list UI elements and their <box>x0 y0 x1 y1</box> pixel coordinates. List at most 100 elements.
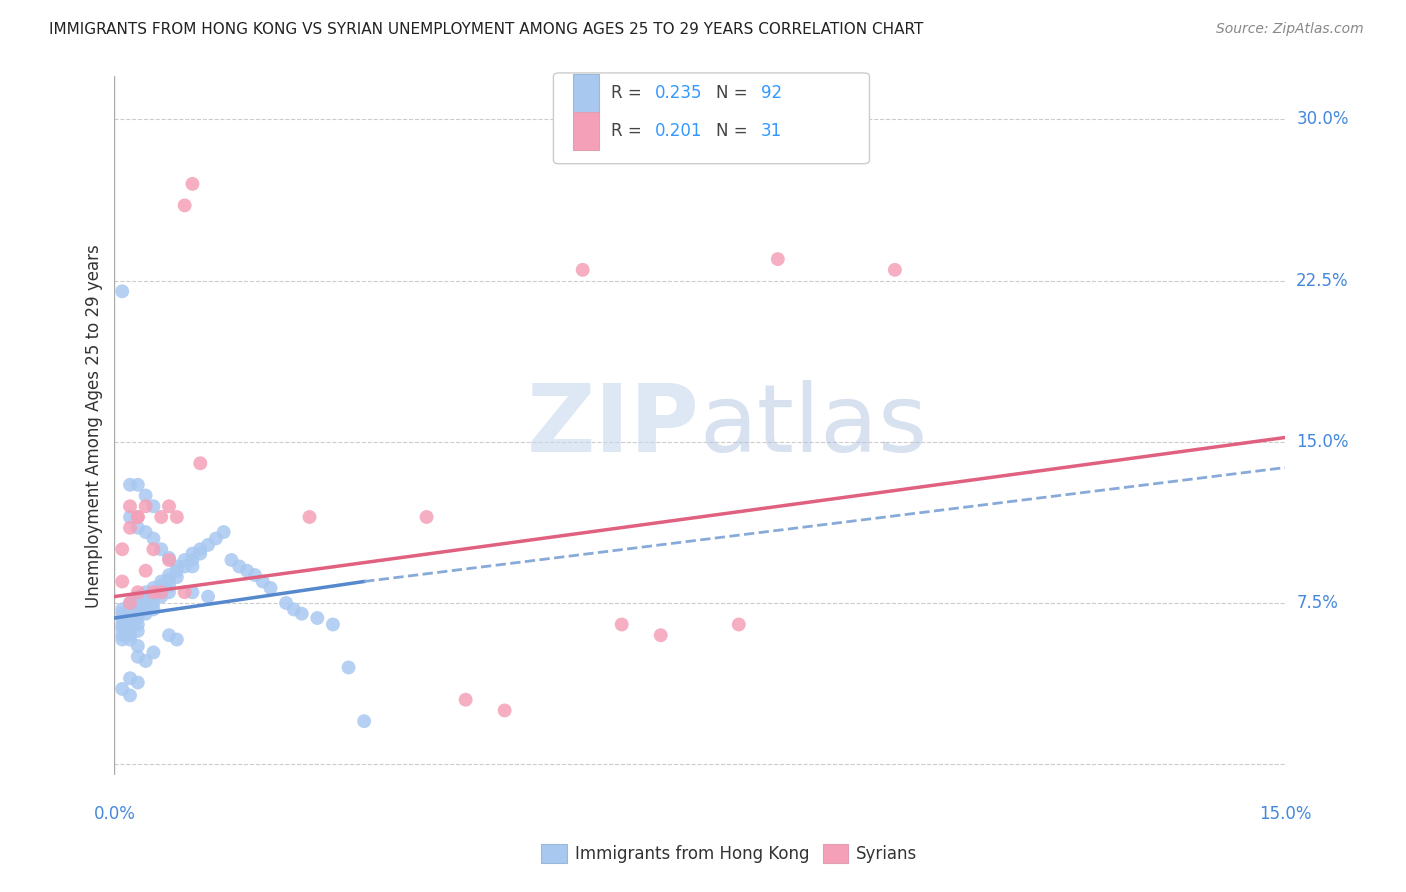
FancyBboxPatch shape <box>574 112 599 150</box>
Point <box>127 611 149 625</box>
Point <box>494 703 516 717</box>
Text: 15.0%: 15.0% <box>1296 433 1348 450</box>
Text: 30.0%: 30.0% <box>1296 111 1348 128</box>
Point <box>118 596 141 610</box>
Point <box>181 547 204 561</box>
Text: ZIP: ZIP <box>527 380 700 472</box>
Point <box>127 607 149 621</box>
Point <box>283 602 305 616</box>
Point <box>571 263 593 277</box>
Point <box>111 607 134 621</box>
Point <box>118 611 141 625</box>
Point <box>118 600 141 615</box>
Point <box>127 590 149 604</box>
Point <box>127 624 149 638</box>
Point <box>127 477 149 491</box>
Point <box>142 590 165 604</box>
Point <box>157 568 180 582</box>
Point <box>135 594 157 608</box>
FancyBboxPatch shape <box>574 74 599 112</box>
Point <box>127 585 149 599</box>
Text: N =: N = <box>716 84 754 103</box>
Point <box>454 692 477 706</box>
Point <box>157 550 180 565</box>
Text: 92: 92 <box>761 84 782 103</box>
Point <box>166 564 188 578</box>
Point <box>307 611 329 625</box>
Point <box>157 572 180 586</box>
Point <box>118 607 141 621</box>
Point <box>415 510 437 524</box>
Point <box>252 574 274 589</box>
Point <box>135 489 157 503</box>
Point <box>291 607 314 621</box>
Point <box>135 524 157 539</box>
Point <box>173 559 195 574</box>
Point <box>127 598 149 612</box>
Point <box>111 622 134 636</box>
Point <box>181 177 204 191</box>
Point <box>142 596 165 610</box>
Point <box>166 510 188 524</box>
Point <box>150 590 173 604</box>
Point <box>150 579 173 593</box>
Point <box>118 500 141 514</box>
Point <box>142 532 165 546</box>
Point <box>118 632 141 647</box>
Point <box>157 553 180 567</box>
Text: N =: N = <box>716 122 754 140</box>
Point <box>166 632 188 647</box>
FancyBboxPatch shape <box>554 73 869 164</box>
Point <box>188 542 211 557</box>
Point <box>111 617 134 632</box>
Point <box>150 574 173 589</box>
Point <box>188 547 211 561</box>
Point <box>274 596 297 610</box>
Point <box>353 714 375 729</box>
Point <box>111 285 134 299</box>
Point <box>181 585 204 599</box>
Point <box>181 559 204 574</box>
Point <box>150 510 173 524</box>
Text: 15.0%: 15.0% <box>1258 805 1312 823</box>
Text: 0.235: 0.235 <box>655 84 703 103</box>
Point <box>150 542 173 557</box>
Point <box>118 521 141 535</box>
Point <box>236 564 259 578</box>
Point <box>197 590 219 604</box>
Point <box>157 585 180 599</box>
Point <box>127 594 149 608</box>
Point <box>127 649 149 664</box>
Point <box>111 574 134 589</box>
Y-axis label: Unemployment Among Ages 25 to 29 years: Unemployment Among Ages 25 to 29 years <box>86 244 103 607</box>
Point <box>243 568 266 582</box>
Point <box>322 617 344 632</box>
Point <box>135 500 157 514</box>
Point <box>142 645 165 659</box>
Point <box>142 542 165 557</box>
Point <box>118 510 141 524</box>
Point <box>142 500 165 514</box>
Point <box>142 602 165 616</box>
Point <box>173 585 195 599</box>
Text: Immigrants from Hong Kong: Immigrants from Hong Kong <box>575 845 810 863</box>
Point <box>135 590 157 604</box>
Point <box>142 581 165 595</box>
Point <box>127 602 149 616</box>
Point <box>127 617 149 632</box>
Point <box>610 617 633 632</box>
Point <box>197 538 219 552</box>
Point <box>135 607 157 621</box>
Point <box>118 628 141 642</box>
Point <box>166 570 188 584</box>
Point <box>212 524 235 539</box>
Point <box>127 639 149 653</box>
Point <box>337 660 360 674</box>
Point <box>150 585 173 599</box>
Point <box>111 632 134 647</box>
Text: atlas: atlas <box>700 380 928 472</box>
Point <box>118 671 141 685</box>
Point <box>883 263 905 277</box>
Point <box>111 542 134 557</box>
Point <box>228 559 250 574</box>
